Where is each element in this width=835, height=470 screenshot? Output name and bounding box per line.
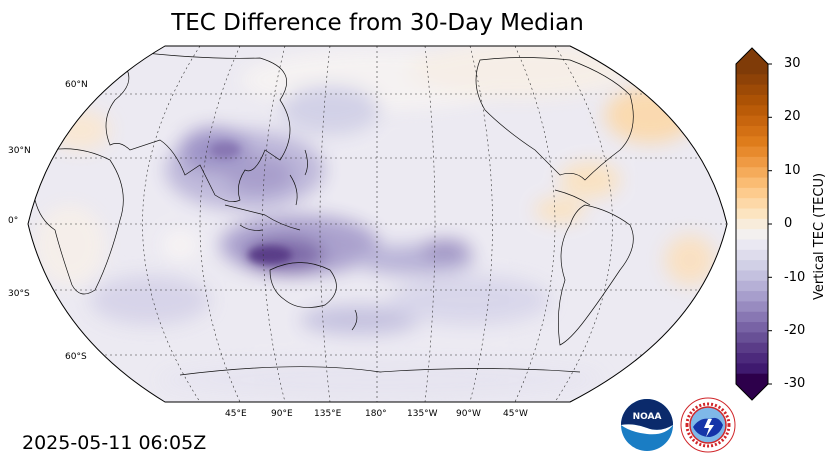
lon-label-135w: 135°W	[407, 409, 438, 419]
lat-label-60n: 60°N	[65, 80, 88, 90]
colorbar-bands	[736, 48, 768, 400]
colorbar-band	[736, 291, 768, 302]
colorbar-band	[736, 280, 768, 292]
chart-title: TEC Difference from 30-Day Median	[171, 10, 584, 36]
colorbar-band	[736, 74, 768, 86]
colorbar-band	[736, 64, 768, 75]
lon-label-45e: 45°E	[225, 409, 247, 419]
lat-label-30n: 30°N	[8, 146, 31, 156]
lon-label-180: 180°	[365, 409, 387, 419]
colorbar-band	[736, 198, 768, 210]
lat-label-30s: 30°S	[8, 289, 30, 299]
colorbar	[735, 47, 772, 401]
colorbar-band	[736, 260, 768, 271]
colorbar-band	[736, 146, 768, 158]
colorbar-band	[736, 177, 768, 189]
colorbar-band	[736, 363, 768, 375]
colorbar-band	[736, 125, 768, 137]
colorbar-label: Vertical TEC (TECU)	[812, 172, 827, 300]
colorbar-tick-neg20: -20	[784, 323, 806, 338]
colorbar-band	[736, 249, 768, 261]
colorbar-band	[736, 373, 768, 385]
colorbar-tick-20: 20	[784, 109, 801, 124]
colorbar-band	[736, 84, 768, 96]
colorbar-band	[736, 353, 768, 364]
lat-label-60s: 60°S	[65, 352, 87, 362]
colorbar-band	[736, 270, 768, 282]
colorbar-band	[736, 332, 768, 344]
colorbar-band	[736, 167, 768, 179]
lon-label-90w: 90°W	[456, 409, 481, 419]
nws-logo	[680, 397, 736, 453]
lat-label-0: 0°	[8, 216, 19, 226]
colorbar-band	[736, 136, 768, 148]
lon-label-90e: 90°E	[271, 409, 293, 419]
colorbar-band	[736, 229, 768, 240]
colorbar-band	[736, 156, 768, 168]
timestamp: 2025-05-11 06:05Z	[22, 432, 207, 454]
colorbar-band	[736, 301, 768, 313]
colorbar-tick-neg30: -30	[784, 376, 806, 391]
lon-label-45w: 45°W	[503, 409, 528, 419]
colorbar-extend-bottom	[736, 384, 768, 400]
colorbar-band	[736, 208, 768, 220]
colorbar-band	[736, 94, 768, 106]
colorbar-band	[736, 218, 768, 230]
lon-label-135e: 135°E	[314, 409, 342, 419]
noaa-logo: NOAA	[621, 399, 673, 451]
colorbar-band	[736, 187, 768, 199]
colorbar-extend-top	[736, 48, 768, 64]
colorbar-band	[736, 342, 768, 354]
colorbar-tick-10: 10	[784, 163, 801, 178]
colorbar-band	[736, 322, 768, 333]
colorbar-tick-neg10: -10	[784, 270, 806, 285]
colorbar-tick-30: 30	[784, 56, 801, 71]
colorbar-band	[736, 105, 768, 117]
colorbar-band	[736, 115, 768, 127]
colorbar-band	[736, 311, 768, 323]
colorbar-band	[736, 239, 768, 251]
noaa-logo-text: NOAA	[633, 412, 662, 422]
colorbar-tick-0: 0	[784, 216, 793, 231]
tec-map	[27, 45, 728, 403]
